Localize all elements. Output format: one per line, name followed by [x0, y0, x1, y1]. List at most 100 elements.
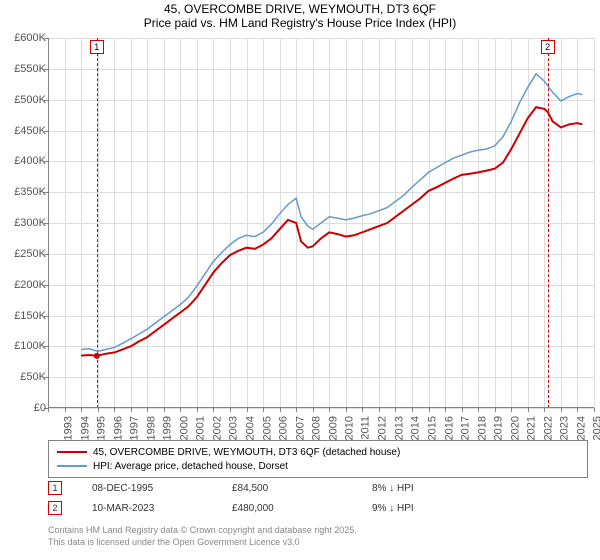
xtick-label: 2001 — [195, 416, 207, 440]
footer-line1: Contains HM Land Registry data © Crown c… — [48, 524, 357, 536]
xtick-mark — [594, 408, 595, 412]
legend-row: 45, OVERCOMBE DRIVE, WEYMOUTH, DT3 6QF (… — [57, 445, 579, 459]
title-block: 45, OVERCOMBE DRIVE, WEYMOUTH, DT3 6QF P… — [0, 0, 600, 30]
xtick-label: 1998 — [145, 416, 157, 440]
xtick-mark — [346, 408, 347, 412]
xtick-mark — [528, 408, 529, 412]
xtick-label: 2023 — [559, 416, 571, 440]
xtick-label: 2004 — [244, 416, 256, 440]
transaction-marker: 2 — [48, 501, 62, 515]
xtick-label: 2005 — [261, 416, 273, 440]
ytick-label: £250K — [14, 248, 46, 260]
gridline-v — [594, 38, 595, 408]
xtick-label: 1994 — [79, 416, 91, 440]
hpi-line — [81, 74, 582, 352]
xtick-label: 2014 — [410, 416, 422, 440]
transaction-price: £84,500 — [232, 483, 372, 494]
plot-area: 12 — [48, 38, 594, 408]
sale-point-marker — [94, 353, 100, 359]
xtick-label: 1999 — [162, 416, 174, 440]
xtick-mark — [462, 408, 463, 412]
xtick-mark — [379, 408, 380, 412]
ytick-label: £350K — [14, 186, 46, 198]
y-axis — [48, 38, 49, 408]
xtick-mark — [495, 408, 496, 412]
chart-subtitle: Price paid vs. HM Land Registry's House … — [0, 16, 600, 30]
ytick-label: £600K — [14, 32, 46, 44]
ytick-label: £400K — [14, 155, 46, 167]
xtick-label: 2013 — [393, 416, 405, 440]
xtick-mark — [478, 408, 479, 412]
xtick-mark — [180, 408, 181, 412]
xtick-mark — [395, 408, 396, 412]
xtick-mark — [561, 408, 562, 412]
xtick-label: 1993 — [62, 416, 74, 440]
transaction-date: 08-DEC-1995 — [92, 483, 232, 494]
chart-title-address: 45, OVERCOMBE DRIVE, WEYMOUTH, DT3 6QF — [0, 2, 600, 16]
xtick-mark — [445, 408, 446, 412]
xtick-label: 2019 — [493, 416, 505, 440]
ytick-label: £450K — [14, 125, 46, 137]
legend-swatch — [57, 451, 87, 453]
xtick-label: 2015 — [426, 416, 438, 440]
ytick-label: £0 — [34, 402, 46, 414]
ytick-label: £200K — [14, 279, 46, 291]
xtick-mark — [197, 408, 198, 412]
legend-row: HPI: Average price, detached house, Dors… — [57, 459, 579, 473]
xtick-mark — [577, 408, 578, 412]
xtick-label: 2012 — [377, 416, 389, 440]
xtick-label: 2007 — [294, 416, 306, 440]
xtick-mark — [65, 408, 66, 412]
ytick-label: £500K — [14, 94, 46, 106]
transaction-price: £480,000 — [232, 503, 372, 514]
xtick-label: 2010 — [344, 416, 356, 440]
chart-container: 45, OVERCOMBE DRIVE, WEYMOUTH, DT3 6QF P… — [0, 0, 600, 560]
footer-attribution: Contains HM Land Registry data © Crown c… — [48, 524, 357, 548]
footer-line2: This data is licensed under the Open Gov… — [48, 536, 357, 548]
xtick-label: 2011 — [359, 416, 371, 440]
xtick-label: 2024 — [575, 416, 587, 440]
legend-swatch — [57, 465, 87, 467]
xtick-mark — [263, 408, 264, 412]
transaction-row: 210-MAR-2023£480,0009% ↓ HPI — [48, 498, 588, 518]
xtick-mark — [296, 408, 297, 412]
legend-label: 45, OVERCOMBE DRIVE, WEYMOUTH, DT3 6QF (… — [93, 447, 400, 458]
property-line — [81, 107, 582, 356]
xtick-mark — [98, 408, 99, 412]
xtick-mark — [81, 408, 82, 412]
ytick-label: £100K — [14, 340, 46, 352]
xtick-mark — [164, 408, 165, 412]
ytick-label: £550K — [14, 63, 46, 75]
xtick-label: 2000 — [178, 416, 190, 440]
line-series-svg — [48, 38, 594, 408]
xtick-mark — [329, 408, 330, 412]
xtick-label: 1995 — [96, 416, 108, 440]
xtick-label: 2022 — [542, 416, 554, 440]
xtick-mark — [147, 408, 148, 412]
xtick-label: 2002 — [211, 416, 223, 440]
xtick-mark — [362, 408, 363, 412]
legend-label: HPI: Average price, detached house, Dors… — [93, 461, 288, 472]
xtick-mark — [213, 408, 214, 412]
xtick-mark — [131, 408, 132, 412]
xtick-label: 2016 — [443, 416, 455, 440]
xtick-mark — [230, 408, 231, 412]
xtick-label: 2006 — [278, 416, 290, 440]
marker-box: 1 — [90, 40, 104, 54]
xtick-label: 2009 — [327, 416, 339, 440]
xtick-mark — [280, 408, 281, 412]
xtick-mark — [412, 408, 413, 412]
marker-box: 2 — [541, 40, 555, 54]
transaction-table: 108-DEC-1995£84,5008% ↓ HPI210-MAR-2023£… — [48, 478, 588, 518]
xtick-mark — [114, 408, 115, 412]
xtick-label: 2025 — [592, 416, 600, 440]
ytick-label: £50K — [20, 371, 46, 383]
xtick-label: 1996 — [112, 416, 124, 440]
xtick-mark — [313, 408, 314, 412]
xtick-label: 2017 — [460, 416, 472, 440]
xtick-label: 2003 — [228, 416, 240, 440]
xtick-label: 2021 — [526, 416, 538, 440]
xtick-label: 2008 — [311, 416, 323, 440]
transaction-diff: 9% ↓ HPI — [372, 503, 512, 514]
xtick-label: 1997 — [129, 416, 141, 440]
